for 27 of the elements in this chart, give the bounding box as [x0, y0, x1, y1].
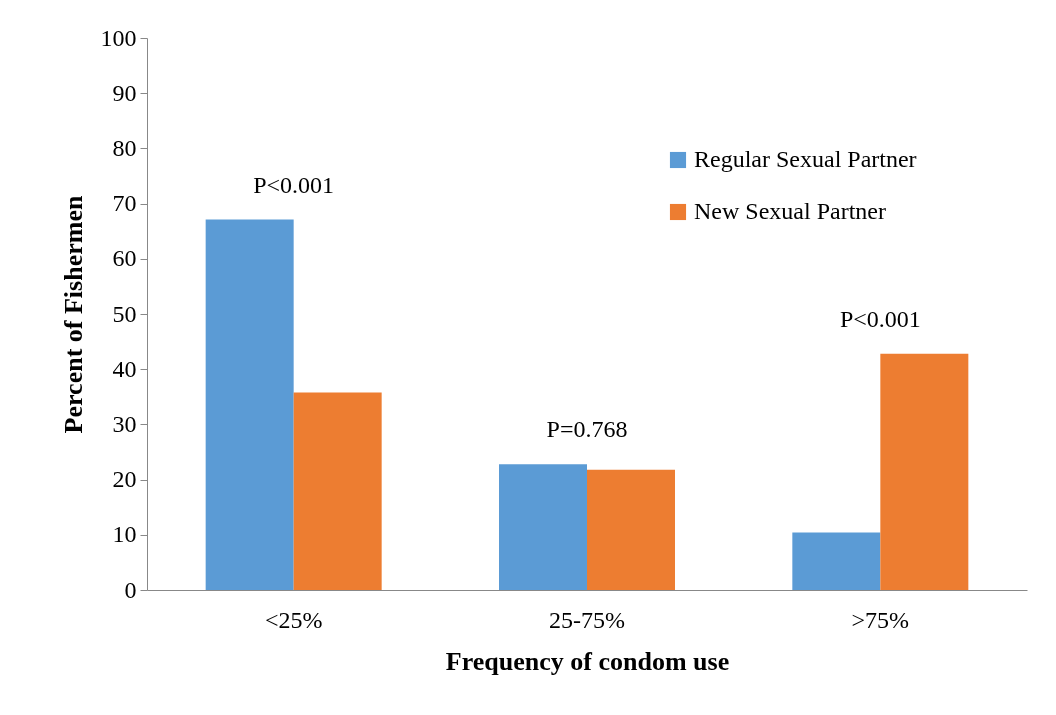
- x-tick-label: 25-75%: [549, 606, 625, 633]
- y-tick-label: 100: [100, 24, 137, 51]
- annotation: P<0.001: [253, 171, 335, 198]
- y-tick-label: 80: [112, 134, 137, 161]
- bar: [499, 464, 587, 590]
- y-tick-label: 20: [112, 466, 137, 493]
- bar: [293, 392, 382, 590]
- y-tick-label: 60: [112, 245, 137, 272]
- bar: [587, 469, 675, 590]
- y-tick-label: 50: [112, 300, 137, 327]
- x-axis-title: Frequency of condom use: [445, 646, 730, 676]
- bar: [880, 353, 969, 590]
- bar: [205, 219, 294, 590]
- x-tick-label: >75%: [851, 606, 910, 633]
- x-tick-label: <25%: [264, 606, 323, 633]
- legend-label: New Sexual Partner: [694, 198, 886, 224]
- y-tick-label: 0: [124, 576, 137, 603]
- y-tick-label: 40: [112, 355, 137, 382]
- y-tick-label: 10: [112, 521, 137, 548]
- y-tick-label: 30: [112, 410, 137, 437]
- bar: [792, 532, 881, 590]
- annotation: P<0.001: [839, 305, 921, 332]
- y-tick-label: 90: [112, 79, 137, 106]
- y-tick-label: 70: [112, 190, 137, 217]
- y-axis-title: Percent of Fishermen: [58, 195, 88, 434]
- annotation: P=0.768: [546, 416, 628, 443]
- legend-label: Regular Sexual Partner: [694, 146, 917, 172]
